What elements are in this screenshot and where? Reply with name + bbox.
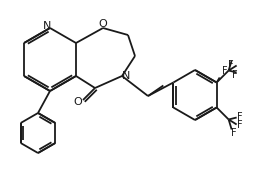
Text: F: F	[232, 69, 237, 80]
Text: O: O	[99, 19, 107, 29]
Text: F: F	[231, 129, 236, 139]
Text: F: F	[222, 65, 227, 75]
Text: O: O	[74, 97, 82, 107]
Text: F: F	[228, 59, 233, 69]
Text: F: F	[237, 113, 242, 123]
Text: N: N	[43, 21, 51, 31]
Text: N: N	[122, 71, 130, 81]
Text: F: F	[237, 119, 242, 130]
